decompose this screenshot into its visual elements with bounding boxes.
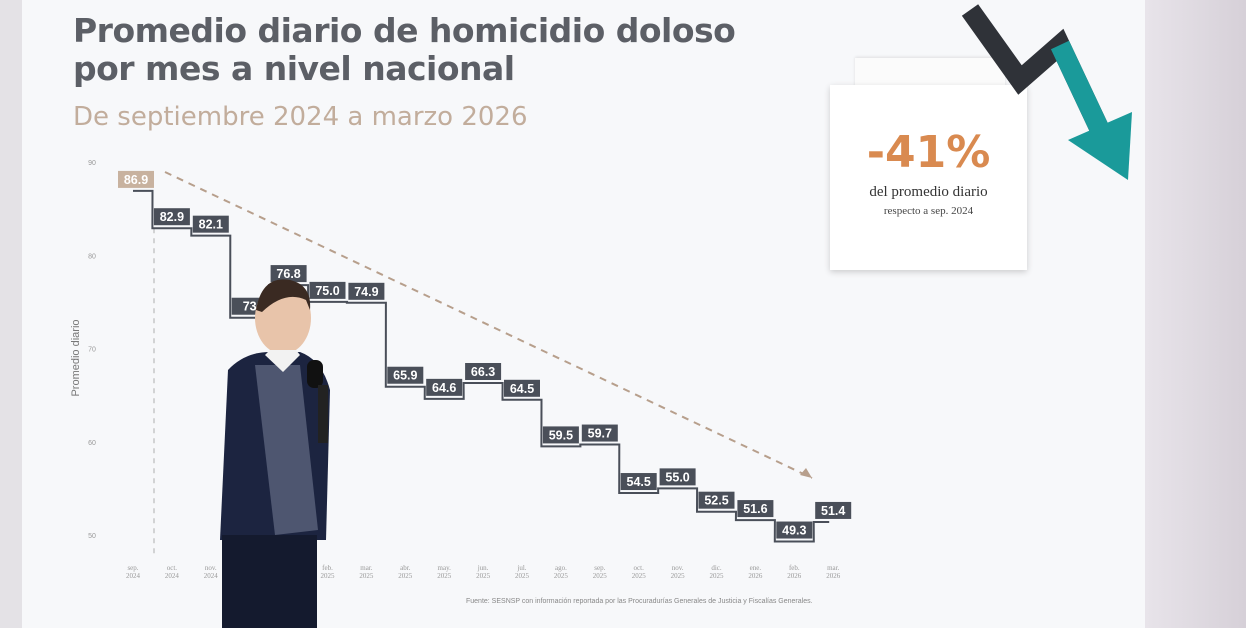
title-line-2: por mes a nivel nacional (73, 49, 515, 88)
data-label-box (465, 363, 502, 381)
x-tick-label: 2026 (826, 572, 841, 580)
y-tick-label: 90 (88, 160, 96, 167)
x-tick-label: nov. (205, 564, 217, 572)
data-label-box (270, 265, 307, 283)
data-label-box (504, 379, 540, 397)
title-line-1: Promedio diario de homicidio doloso (73, 11, 736, 50)
reduction-percent: -41% (866, 127, 991, 178)
data-label: 73 (243, 300, 257, 314)
x-tick-label: 2025 (476, 572, 491, 580)
x-tick-label: 2025 (671, 572, 686, 580)
x-tick-label: ene. (283, 564, 295, 572)
x-tick-label: 2025 (593, 572, 608, 580)
trend-arrowhead-icon (800, 468, 812, 478)
data-label: 75.0 (315, 284, 339, 298)
data-label-box (698, 491, 735, 509)
data-label-box (737, 500, 774, 518)
data-label: 64.5 (510, 382, 534, 396)
trend-line (164, 171, 813, 479)
x-tick-label: mar. (827, 564, 839, 572)
x-tick-label: mar. (360, 564, 372, 572)
source-note: Fuente: SESNSP con información reportada… (466, 598, 813, 605)
x-tick-label: 2025 (398, 572, 413, 580)
x-tick-label: jun. (477, 564, 489, 572)
data-label-box (118, 170, 154, 188)
data-label: 54.5 (627, 475, 651, 489)
y-tick-label: 70 (88, 347, 96, 354)
x-tick-label: 2025 (282, 572, 297, 580)
x-tick-label: may. (438, 564, 452, 572)
data-label: 51.4 (821, 504, 845, 518)
x-tick-label: 2024 (126, 572, 141, 580)
y-tick-label: 80 (88, 253, 96, 260)
data-label-box (776, 521, 813, 539)
x-tick-label: abr. (400, 564, 411, 572)
data-label-box (581, 424, 618, 442)
x-tick-label: 2025 (359, 572, 374, 580)
y-tick-label: 50 (88, 533, 96, 540)
x-tick-label: dic. (245, 564, 256, 572)
data-label: 59.5 (549, 428, 573, 442)
data-label: 82.1 (199, 218, 223, 232)
room-background-left (0, 0, 22, 628)
x-tick-label: 2025 (437, 572, 452, 580)
data-label: 66.3 (471, 365, 495, 379)
x-tick-label: 2025 (632, 572, 647, 580)
x-tick-label: 2025 (515, 572, 530, 580)
data-label-box (659, 468, 696, 486)
x-tick-label: 2026 (748, 572, 763, 580)
data-label-box (620, 473, 657, 491)
x-tick-label: 2024 (165, 572, 180, 580)
data-label-box (309, 281, 346, 299)
chart-subtitle: De septiembre 2024 a marzo 2026 (73, 102, 528, 132)
y-tick-label: 60 (88, 440, 96, 447)
x-tick-label: 2026 (787, 572, 802, 580)
data-label: 51.6 (743, 502, 767, 516)
data-label-box (387, 366, 424, 384)
x-tick-label: feb. (322, 564, 333, 572)
x-tick-label: oct. (167, 564, 178, 572)
callout-tab (855, 58, 1005, 88)
data-label: 52.5 (704, 494, 728, 508)
data-label: 65.9 (393, 369, 417, 383)
x-tick-label: dic. (711, 564, 722, 572)
x-tick-label: 2024 (204, 572, 219, 580)
data-label: 74.9 (354, 285, 378, 299)
data-label: 86.9 (124, 173, 148, 187)
x-tick-label: jul. (516, 564, 526, 572)
x-tick-label: sep. (594, 564, 605, 572)
chart-title: Promedio diario de homicidio doloso por … (73, 11, 736, 88)
x-tick-label: 2024 (243, 572, 258, 580)
data-label-box (153, 208, 190, 226)
data-label: 76.8 (276, 267, 300, 281)
data-label: 82.9 (160, 210, 184, 224)
data-label: 49.3 (782, 524, 806, 538)
data-label: 55.0 (665, 470, 689, 484)
y-axis-label: Promedio diario (70, 319, 82, 396)
data-label: 59.7 (588, 427, 612, 441)
x-tick-label: nov. (672, 564, 684, 572)
x-tick-label: ene. (750, 564, 762, 572)
x-tick-label: 2025 (321, 572, 336, 580)
step-series-line (133, 189, 830, 543)
x-tick-label: sep. (127, 564, 138, 572)
room-background-right (1145, 0, 1246, 628)
reduction-description: del promedio diario (869, 184, 988, 200)
reduction-reference: respecto a sep. 2024 (883, 205, 974, 217)
data-label: 64.6 (432, 381, 456, 395)
x-tick-label: ago. (555, 564, 567, 572)
data-label-box (426, 378, 463, 396)
x-tick-label: 2025 (554, 572, 569, 580)
data-label-box (192, 215, 229, 233)
reduction-callout: -41% del promedio diario respecto a sep.… (830, 85, 1027, 270)
down-trend-arrow-icon (961, 4, 1132, 180)
x-tick-label: feb. (789, 564, 800, 572)
data-label-box (348, 282, 385, 300)
data-label-box (815, 501, 852, 519)
x-tick-label: 2025 (710, 572, 725, 580)
x-tick-label: oct. (634, 564, 645, 572)
data-label-box (542, 426, 579, 444)
